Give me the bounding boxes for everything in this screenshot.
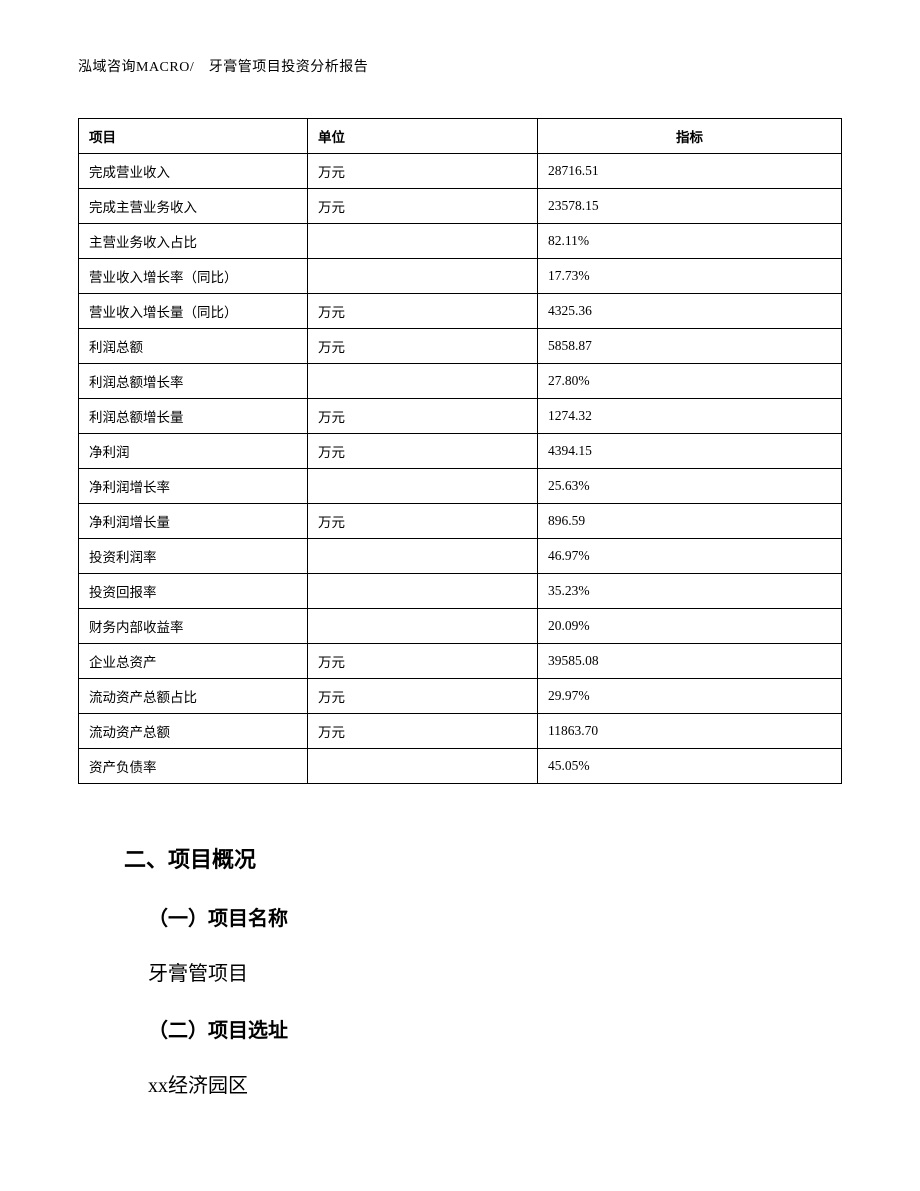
table-row: 资产负债率 45.05%	[79, 749, 842, 784]
cell-unit	[308, 469, 538, 504]
project-name-text: 牙膏管项目	[124, 957, 832, 986]
col-header-item: 项目	[79, 119, 308, 154]
cell-item: 利润总额增长量	[79, 399, 308, 434]
table-row: 主营业务收入占比 82.11%	[79, 224, 842, 259]
cell-unit	[308, 364, 538, 399]
table-row: 营业收入增长率（同比） 17.73%	[79, 259, 842, 294]
table-row: 净利润增长量万元896.59	[79, 504, 842, 539]
cell-unit: 万元	[308, 644, 538, 679]
cell-metric: 29.97%	[538, 679, 842, 714]
table-row: 利润总额万元5858.87	[79, 329, 842, 364]
cell-unit: 万元	[308, 679, 538, 714]
table-row: 投资利润率 46.97%	[79, 539, 842, 574]
cell-unit: 万元	[308, 434, 538, 469]
cell-metric: 20.09%	[538, 609, 842, 644]
cell-metric: 25.63%	[538, 469, 842, 504]
cell-item: 流动资产总额	[79, 714, 308, 749]
cell-item: 净利润增长量	[79, 504, 308, 539]
table-row: 完成营业收入万元28716.51	[79, 154, 842, 189]
cell-unit	[308, 224, 538, 259]
cell-item: 利润总额增长率	[79, 364, 308, 399]
table-row: 净利润增长率 25.63%	[79, 469, 842, 504]
cell-item: 营业收入增长率（同比）	[79, 259, 308, 294]
col-header-unit: 单位	[308, 119, 538, 154]
project-location-text: xx经济园区	[124, 1069, 832, 1098]
cell-metric: 17.73%	[538, 259, 842, 294]
cell-unit	[308, 259, 538, 294]
cell-metric: 27.80%	[538, 364, 842, 399]
cell-unit: 万元	[308, 294, 538, 329]
cell-unit: 万元	[308, 329, 538, 364]
cell-item: 净利润	[79, 434, 308, 469]
table-row: 营业收入增长量（同比）万元4325.36	[79, 294, 842, 329]
page-header: 泓域咨询MACRO/ 牙膏管项目投资分析报告	[78, 56, 842, 76]
cell-item: 完成营业收入	[79, 154, 308, 189]
cell-item: 资产负债率	[79, 749, 308, 784]
cell-item: 营业收入增长量（同比）	[79, 294, 308, 329]
table-row: 流动资产总额占比万元29.97%	[79, 679, 842, 714]
cell-metric: 23578.15	[538, 189, 842, 224]
cell-item: 流动资产总额占比	[79, 679, 308, 714]
cell-item: 财务内部收益率	[79, 609, 308, 644]
cell-item: 投资回报率	[79, 574, 308, 609]
cell-metric: 1274.32	[538, 399, 842, 434]
cell-metric: 11863.70	[538, 714, 842, 749]
table-row: 净利润万元4394.15	[79, 434, 842, 469]
cell-metric: 4394.15	[538, 434, 842, 469]
cell-unit: 万元	[308, 189, 538, 224]
cell-metric: 45.05%	[538, 749, 842, 784]
cell-metric: 82.11%	[538, 224, 842, 259]
table-row: 完成主营业务收入万元23578.15	[79, 189, 842, 224]
subsection-heading-location: （二）项目选址	[124, 1014, 832, 1043]
cell-metric: 4325.36	[538, 294, 842, 329]
subsection-heading-name: （一）项目名称	[124, 902, 832, 931]
cell-unit	[308, 609, 538, 644]
cell-unit: 万元	[308, 154, 538, 189]
cell-unit	[308, 749, 538, 784]
cell-metric: 39585.08	[538, 644, 842, 679]
financial-indicators-table: 项目 单位 指标 完成营业收入万元28716.51 完成主营业务收入万元2357…	[78, 118, 842, 784]
section-body: 二、项目概况 （一）项目名称 牙膏管项目 （二）项目选址 xx经济园区	[78, 842, 842, 1098]
cell-unit: 万元	[308, 714, 538, 749]
cell-unit	[308, 539, 538, 574]
table-row: 企业总资产万元39585.08	[79, 644, 842, 679]
cell-item: 完成主营业务收入	[79, 189, 308, 224]
cell-metric: 35.23%	[538, 574, 842, 609]
table-row: 流动资产总额万元11863.70	[79, 714, 842, 749]
cell-item: 利润总额	[79, 329, 308, 364]
cell-unit	[308, 574, 538, 609]
table-row: 财务内部收益率 20.09%	[79, 609, 842, 644]
table-row: 利润总额增长量万元1274.32	[79, 399, 842, 434]
table-row: 投资回报率 35.23%	[79, 574, 842, 609]
cell-item: 企业总资产	[79, 644, 308, 679]
section-heading-overview: 二、项目概况	[124, 842, 832, 874]
cell-metric: 5858.87	[538, 329, 842, 364]
cell-item: 投资利润率	[79, 539, 308, 574]
table-header-row: 项目 单位 指标	[79, 119, 842, 154]
cell-metric: 28716.51	[538, 154, 842, 189]
cell-metric: 896.59	[538, 504, 842, 539]
cell-item: 净利润增长率	[79, 469, 308, 504]
cell-unit: 万元	[308, 504, 538, 539]
cell-metric: 46.97%	[538, 539, 842, 574]
cell-item: 主营业务收入占比	[79, 224, 308, 259]
cell-unit: 万元	[308, 399, 538, 434]
table-row: 利润总额增长率 27.80%	[79, 364, 842, 399]
col-header-metric: 指标	[538, 119, 842, 154]
